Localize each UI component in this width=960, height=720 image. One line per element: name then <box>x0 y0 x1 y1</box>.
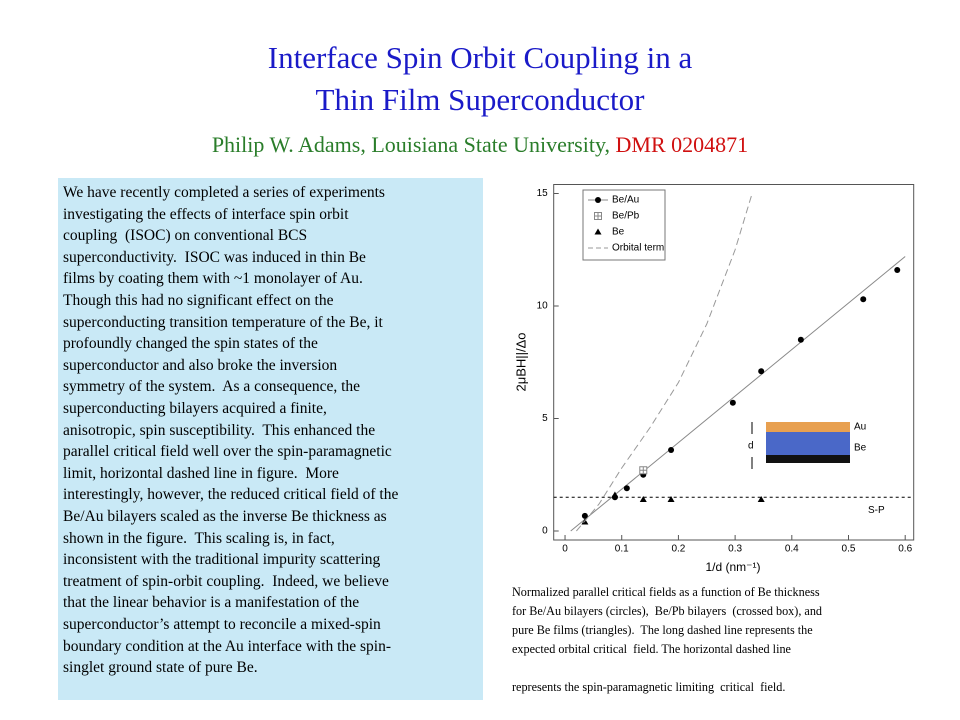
body-line: boundary condition at the Au interface w… <box>63 637 391 655</box>
body-line: superconducting transition temperature o… <box>63 313 383 331</box>
body-line: films by coating them with ~1 monolayer … <box>63 270 363 288</box>
au-layer <box>766 422 850 432</box>
body-line: interestingly, however, the reduced crit… <box>63 486 399 504</box>
point <box>581 512 588 519</box>
title: Thin Film Superconductor <box>315 82 645 117</box>
point <box>639 496 647 502</box>
x-label: 1/d (nm⁻¹) <box>705 560 760 574</box>
legend-label: Orbital term <box>612 243 664 254</box>
inset-label: Be <box>854 443 867 454</box>
legend-marker <box>594 228 602 235</box>
y-tick-label: 15 <box>537 188 549 199</box>
legend-label: Be/Pb <box>612 211 640 222</box>
caption-line: expected orbital critical field. The hor… <box>512 642 791 656</box>
point <box>668 447 675 453</box>
text-box <box>58 178 483 700</box>
body-line: singlet ground state of pure Be. <box>63 659 258 677</box>
body-line: superconductivity. ISOC was induced in t… <box>63 248 366 266</box>
body-line: inconsistent with the traditional impuri… <box>63 551 381 569</box>
point <box>639 466 648 475</box>
body-line: coupling (ISOC) on conventional BCS <box>63 227 308 245</box>
x-tick-label: 0.2 <box>671 544 685 555</box>
inset-label: Au <box>854 422 866 433</box>
body-line: parallel critical field well over the sp… <box>63 443 392 461</box>
body-line: symmetry of the system. As a consequence… <box>63 378 361 396</box>
legend-marker <box>594 212 602 220</box>
y-tick-label: 10 <box>537 301 549 312</box>
y-label: 2μBH||/Δo <box>513 332 528 391</box>
title: Interface Spin Orbit Coupling in a <box>267 40 693 75</box>
point <box>667 496 675 502</box>
legend-label: Be/Au <box>612 195 639 206</box>
x-tick-label: 0.3 <box>728 544 742 555</box>
point <box>894 267 901 273</box>
inset-label: d <box>748 441 754 452</box>
point <box>797 336 804 343</box>
point <box>623 485 630 492</box>
point <box>611 491 619 498</box>
body-line: that the linear behavior is a manifestat… <box>63 594 360 612</box>
fit-line <box>570 256 906 532</box>
body-line: anisotropic, spin susceptibility. This e… <box>63 421 376 439</box>
body-line: superconducting bilayers acquired a fini… <box>63 400 327 417</box>
caption-line: for Be/Au bilayers (circles), Be/Pb bila… <box>512 604 823 618</box>
body-line: Though this had no significant effect on… <box>63 292 334 309</box>
point <box>729 399 736 406</box>
body-line: shown in the figure. This scaling is, in… <box>63 529 335 547</box>
substrate <box>766 455 850 463</box>
caption-line: pure Be films (triangles). The long dash… <box>512 623 813 637</box>
body-line: superconductor and also broke the invers… <box>63 356 338 374</box>
subtitle: Philip W. Adams, Louisiana State Univers… <box>0 132 960 158</box>
x-tick-label: 0.6 <box>898 544 912 555</box>
plot-frame <box>553 184 915 541</box>
body-line: We have recently completed a series of e… <box>63 184 385 201</box>
caption-line: Normalized parallel critical fields as a… <box>512 585 820 599</box>
point <box>860 296 867 303</box>
x-tick-label: 0.5 <box>842 544 856 555</box>
body-line: treatment of spin-orbit coupling. Indeed… <box>63 572 389 590</box>
x-tick-label: 0.4 <box>785 544 799 555</box>
point <box>758 368 765 375</box>
body-line: limit, horizontal dashed line in figure.… <box>63 464 339 482</box>
x-tick-label: 0 <box>562 544 568 555</box>
legend-marker <box>595 197 601 203</box>
grant: DMR 0204871 <box>615 132 749 157</box>
orbital-curve <box>575 193 753 532</box>
y-tick-label: 0 <box>542 526 548 537</box>
x-tick-label: 0.1 <box>615 544 629 555</box>
legend-label: Be <box>612 227 625 238</box>
limit-label: S-P <box>868 505 885 516</box>
point <box>757 496 765 502</box>
author: Philip W. Adams, Louisiana State Univers… <box>211 132 616 157</box>
caption-line: represents the spin-paramagnetic limitin… <box>512 680 786 694</box>
body-line: investigating the effects of interface s… <box>63 205 349 223</box>
body-line: profoundly changed the spin states of th… <box>63 335 318 353</box>
body-line: Be/Au bilayers scaled as the inverse Be … <box>63 508 387 525</box>
be-layer <box>766 432 850 455</box>
body-line: superconductor’s attempt to reconcile a … <box>63 616 381 633</box>
y-tick-label: 5 <box>542 413 548 424</box>
